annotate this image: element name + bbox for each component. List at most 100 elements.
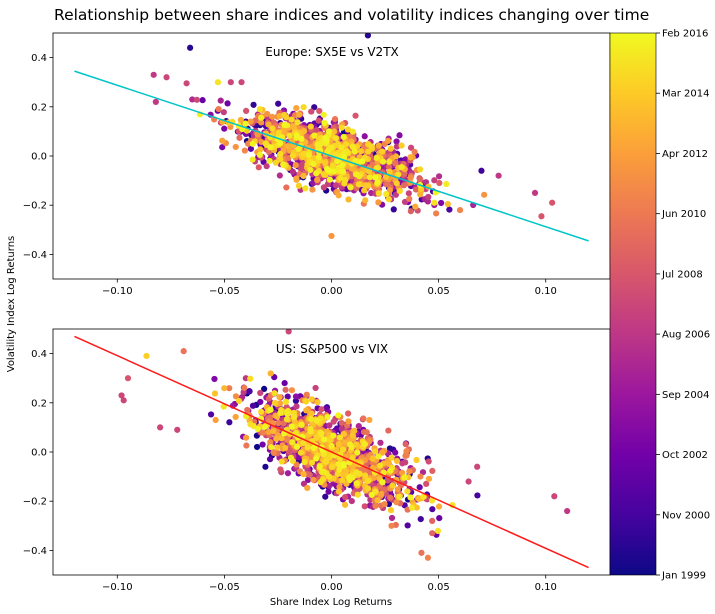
- scatter-point: [277, 155, 284, 163]
- scatter-point: [364, 182, 372, 189]
- scatter-point: [372, 174, 379, 181]
- scatter-point: [295, 145, 302, 153]
- scatter-point: [342, 176, 349, 184]
- scatter-point: [336, 466, 343, 473]
- scatter-point: [313, 170, 320, 177]
- x-axis-label: Share Index Log Returns: [270, 597, 392, 608]
- scatter-point: [246, 388, 253, 395]
- scatter-point: [304, 444, 311, 451]
- scatter-point: [361, 503, 368, 510]
- scatter-point: [393, 180, 400, 187]
- scatter-point: [352, 157, 359, 165]
- scatter-point: [389, 482, 396, 489]
- scatter-point: [313, 127, 320, 134]
- scatter-point: [443, 180, 450, 188]
- scatter-point: [387, 494, 394, 501]
- scatter-point: [332, 135, 340, 142]
- scatter-point: [310, 476, 317, 483]
- scatter-point: [284, 436, 291, 443]
- figure-title: Relationship between share indices and v…: [54, 6, 649, 24]
- scatter-point: [352, 112, 359, 119]
- y-tick-label: 0.4: [31, 349, 47, 360]
- scatter-point: [315, 153, 322, 161]
- scatter-point: [288, 387, 296, 394]
- scatter-point: [345, 196, 352, 203]
- scatter-point: [124, 375, 132, 382]
- scatter-point: [207, 411, 215, 418]
- scatter-point: [363, 429, 370, 436]
- scatter-point: [393, 138, 400, 145]
- colorbar-tick-label: Nov 2000: [662, 510, 710, 521]
- scatter-point: [296, 111, 303, 118]
- scatter-point: [235, 397, 243, 405]
- scatter-point: [294, 119, 301, 126]
- scatter-point: [328, 463, 335, 471]
- scatter-point: [424, 554, 432, 561]
- scatter-point: [318, 430, 325, 438]
- scatter-point: [323, 458, 330, 465]
- x-axis-us: −0.10 −0.05 0.00 0.05 0.10: [102, 575, 557, 593]
- scatter-point: [257, 146, 264, 153]
- scatter-point: [303, 391, 310, 398]
- scatter-point: [238, 79, 245, 86]
- scatter-point: [431, 199, 438, 206]
- scatter-point: [152, 98, 159, 105]
- scatter-points-europe: [150, 33, 556, 240]
- scatter-point: [329, 162, 336, 169]
- scatter-point: [289, 168, 296, 175]
- scatter-point: [361, 133, 368, 140]
- scatter-point: [302, 398, 310, 405]
- scatter-point: [256, 151, 263, 159]
- scatter-point: [446, 206, 453, 213]
- scatter-point: [308, 459, 316, 466]
- scatter-point: [388, 514, 396, 522]
- scatter-point: [352, 171, 360, 178]
- scatter-point: [456, 207, 464, 214]
- scatter-point: [436, 514, 443, 522]
- scatter-point: [284, 143, 291, 150]
- scatter-point: [375, 142, 382, 149]
- scatter-point: [339, 446, 347, 453]
- scatter-point: [270, 449, 277, 456]
- scatter-point: [478, 167, 485, 174]
- scatter-point: [282, 398, 290, 405]
- scatter-point: [247, 118, 254, 125]
- scatter-point: [163, 74, 170, 81]
- scatter-point: [374, 497, 381, 504]
- scatter-point: [335, 192, 342, 199]
- scatter-point: [243, 107, 250, 114]
- scatter-point: [326, 436, 333, 443]
- fit-line-us: [74, 335, 589, 569]
- scatter-point: [276, 393, 283, 401]
- scatter-point: [143, 352, 150, 360]
- scatter-point: [334, 470, 341, 478]
- scatter-point: [157, 424, 164, 431]
- scatter-point: [353, 480, 360, 487]
- scatter-point: [340, 133, 347, 141]
- colorbar-tick-label: Aug 2006: [662, 330, 710, 341]
- scatter-point: [417, 191, 424, 198]
- scatter-point: [444, 201, 451, 208]
- scatter-point: [393, 143, 401, 150]
- scatter-point: [314, 399, 321, 406]
- scatter-point: [284, 410, 291, 418]
- scatter-point: [303, 407, 310, 414]
- scatter-point: [316, 107, 323, 115]
- scatter-point: [341, 494, 349, 501]
- scatter-point: [268, 113, 276, 120]
- panel-annotation-europe: Europe: SX5E vs V2TX: [265, 45, 399, 59]
- scatter-point: [405, 190, 412, 197]
- scatter-point: [465, 478, 472, 485]
- scatter-point: [243, 442, 250, 449]
- scatter-point: [224, 100, 231, 107]
- y-axis-label: Volatility Index Log Returns: [6, 236, 17, 373]
- scatter-points-us: [118, 329, 571, 561]
- scatter-point: [341, 154, 348, 161]
- x-tick-label: 0.05: [427, 286, 449, 297]
- scatter-point: [281, 379, 288, 387]
- scatter-point: [199, 97, 206, 104]
- scatter-point: [351, 148, 358, 155]
- scatter-point: [304, 476, 312, 484]
- scatter-point: [321, 171, 328, 178]
- x-tick-label: 0.10: [535, 286, 557, 297]
